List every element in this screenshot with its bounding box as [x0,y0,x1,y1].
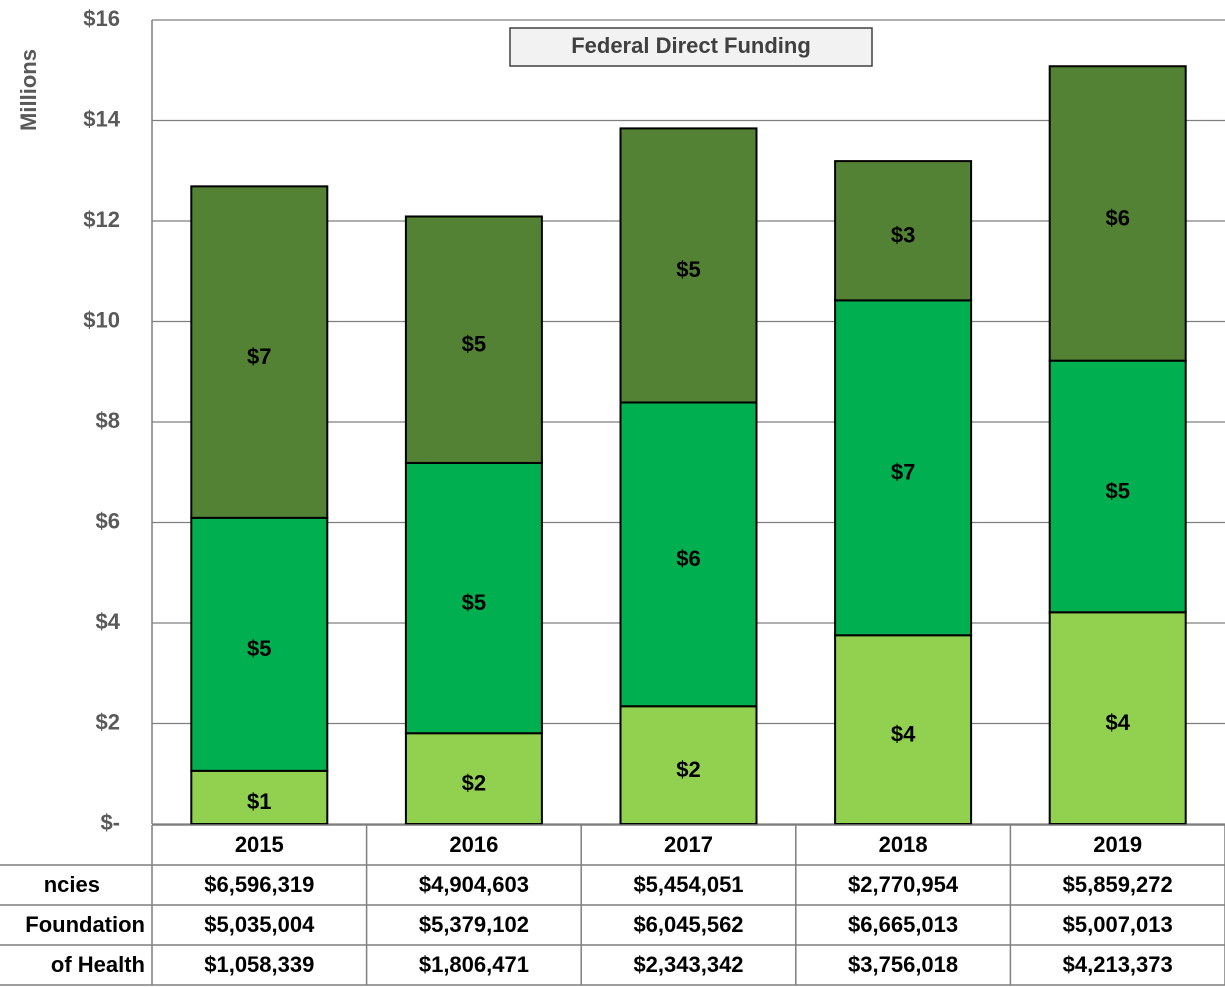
y-tick-label: $- [100,810,120,835]
table-cell: $4,213,373 [1063,952,1173,977]
y-tick-label: $2 [96,709,120,734]
data-label: $2 [462,770,486,795]
y-tick-label: $14 [83,106,120,131]
table-cell: $4,904,603 [419,872,529,897]
y-tick-label: $4 [96,609,121,634]
bar-segment [834,160,973,302]
table-cell: $5,379,102 [419,912,529,937]
data-label: $5 [462,590,486,615]
bar-segment [834,299,973,637]
table-cell: $6,045,562 [633,912,743,937]
data-label: $4 [1105,710,1130,735]
bar-segment [190,185,329,519]
data-label: $7 [891,460,915,485]
title-box [509,27,873,67]
table-cell: $6,596,319 [204,872,314,897]
chart-title: Federal Direct Funding [571,33,811,58]
bar-segment [619,705,758,826]
data-label: $7 [247,344,271,369]
data-label: $5 [247,636,271,661]
data-label: $5 [1105,478,1129,503]
x-tick-label: 2017 [664,832,713,857]
table-cell: $5,035,004 [204,912,315,937]
table-cell: $6,665,013 [848,912,958,937]
y-tick-label: $6 [96,508,120,533]
bar-segment [619,401,758,708]
y-axis-label: Millions [16,49,41,131]
table-cell: $3,756,018 [848,952,958,977]
data-label: $2 [676,757,700,782]
x-tick-label: 2015 [235,832,284,857]
y-tick-label: $16 [83,6,120,31]
table-cell: $5,454,051 [633,872,743,897]
bar-segment [619,127,758,404]
table-cell: $1,806,471 [419,952,529,977]
y-tick-label: $12 [83,207,120,232]
data-label: $6 [676,546,700,571]
data-label: $6 [1105,205,1129,230]
x-tick-label: 2016 [449,832,498,857]
table-cell: $1,058,339 [204,952,314,977]
bar-segment [404,732,543,826]
y-tick-label: $10 [83,307,120,332]
data-label: $4 [891,721,916,746]
data-label: $5 [676,257,700,282]
x-tick-label: 2019 [1093,832,1142,857]
legend-label: ncies [44,872,100,897]
data-label: $5 [462,332,486,357]
data-label: $3 [891,223,915,248]
x-tick-label: 2018 [879,832,928,857]
bar-segment [404,215,543,464]
data-label: $1 [247,789,271,814]
bar-segment [834,634,973,825]
table-cell: $5,007,013 [1063,912,1173,937]
table-cell: $5,859,272 [1063,872,1173,897]
legend-label: of Health [51,952,145,977]
bar-segment [404,461,543,735]
y-tick-label: $8 [96,408,120,433]
legend-label: Foundation [25,912,145,937]
table-cell: $2,770,954 [848,872,959,897]
table-cell: $2,343,342 [633,952,743,977]
bar-segment [190,516,329,772]
bar-segment [1048,65,1187,362]
